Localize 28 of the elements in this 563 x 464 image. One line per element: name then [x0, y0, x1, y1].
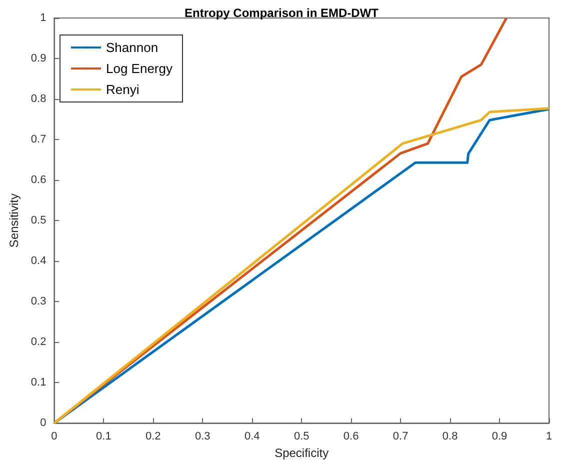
y-axis-title: Sensitivity	[7, 194, 21, 248]
y-tick-label: 0.6	[30, 174, 46, 186]
x-tick-label: 0.3	[194, 430, 210, 443]
x-tick-label: 0.1	[96, 430, 112, 443]
y-tick-label: 0.4	[30, 255, 46, 268]
x-tick-label: 0.5	[294, 430, 310, 443]
legend-label: Renyi	[106, 82, 140, 97]
x-tick-label: 0.6	[343, 430, 359, 443]
y-tick-label: 0.7	[30, 134, 46, 146]
y-tick-label: 0.8	[30, 93, 46, 106]
y-tick-label: 0.3	[30, 296, 46, 308]
legend-label: Log Energy	[106, 61, 173, 76]
y-tick-label: 0.1	[30, 376, 46, 389]
chart-title: Entropy Comparison in EMD-DWT	[184, 6, 380, 20]
x-tick-label: 0.4	[244, 430, 260, 443]
x-tick-label: 1	[546, 430, 552, 443]
y-tick-label: 0.9	[30, 52, 46, 65]
x-tick-label: 0.9	[492, 430, 508, 443]
x-tick-label: 0.8	[442, 430, 458, 443]
y-tick-label: 0	[40, 417, 46, 430]
x-axis-title: Specificity	[274, 446, 329, 460]
y-tick-label: 1	[40, 12, 46, 24]
x-tick-label: 0	[51, 430, 58, 443]
x-tick-label: 0.7	[392, 430, 408, 443]
legend-label: Shannon	[106, 40, 158, 55]
y-tick-label: 0.5	[30, 214, 46, 227]
x-tick-label: 0.2	[146, 430, 161, 443]
y-tick-label: 0.2	[30, 336, 46, 348]
